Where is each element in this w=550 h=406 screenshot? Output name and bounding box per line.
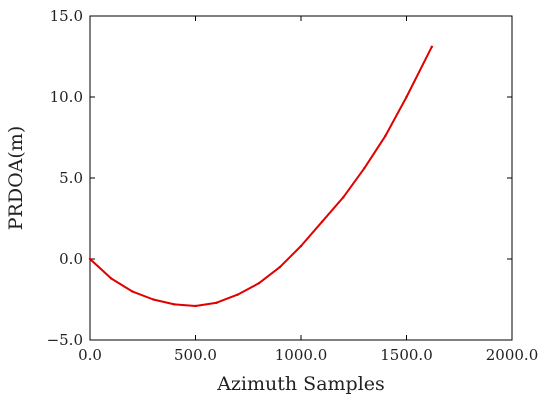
x-tick-label: 2000.0 — [486, 346, 539, 364]
data-point — [236, 293, 239, 296]
y-tick-label: 15.0 — [50, 7, 83, 25]
axis-ticks — [89, 15, 513, 341]
data-point — [194, 304, 197, 308]
data-point — [109, 277, 113, 280]
plot-frame — [89, 15, 513, 341]
x-axis-label: Azimuth Samples — [216, 373, 385, 395]
y-tick-label: 0.0 — [59, 250, 83, 268]
y-tick-label: 10.0 — [50, 88, 83, 106]
data-point — [299, 244, 303, 248]
data-point — [88, 257, 92, 261]
x-tick-label: 0.0 — [78, 346, 102, 364]
data-point — [257, 282, 260, 285]
data-point — [342, 196, 345, 199]
data-point — [278, 265, 282, 269]
data-point — [430, 45, 434, 48]
series-layer — [88, 45, 434, 308]
x-tick-label: 1000.0 — [275, 346, 328, 364]
data-point — [173, 303, 176, 306]
data-point — [131, 290, 134, 293]
data-point — [363, 167, 366, 170]
y-axis-label: PRDOA(m) — [5, 126, 27, 230]
plot-area — [89, 15, 513, 341]
x-tick-label: 500.0 — [174, 346, 217, 364]
y-tick-label: 5.0 — [59, 169, 83, 187]
y-tick-labels: −5.0 0.0 5.0 10.0 15.0 — [47, 7, 83, 349]
data-point — [320, 220, 324, 223]
series-line — [89, 45, 433, 307]
y-tick-label: −5.0 — [47, 331, 83, 349]
data-point — [152, 298, 155, 301]
data-point — [405, 95, 408, 99]
x-tick-label: 1500.0 — [380, 346, 433, 364]
x-tick-labels: 0.0 500.0 1000.0 1500.0 2000.0 — [78, 346, 538, 364]
data-point — [215, 301, 218, 304]
data-point — [384, 134, 387, 138]
